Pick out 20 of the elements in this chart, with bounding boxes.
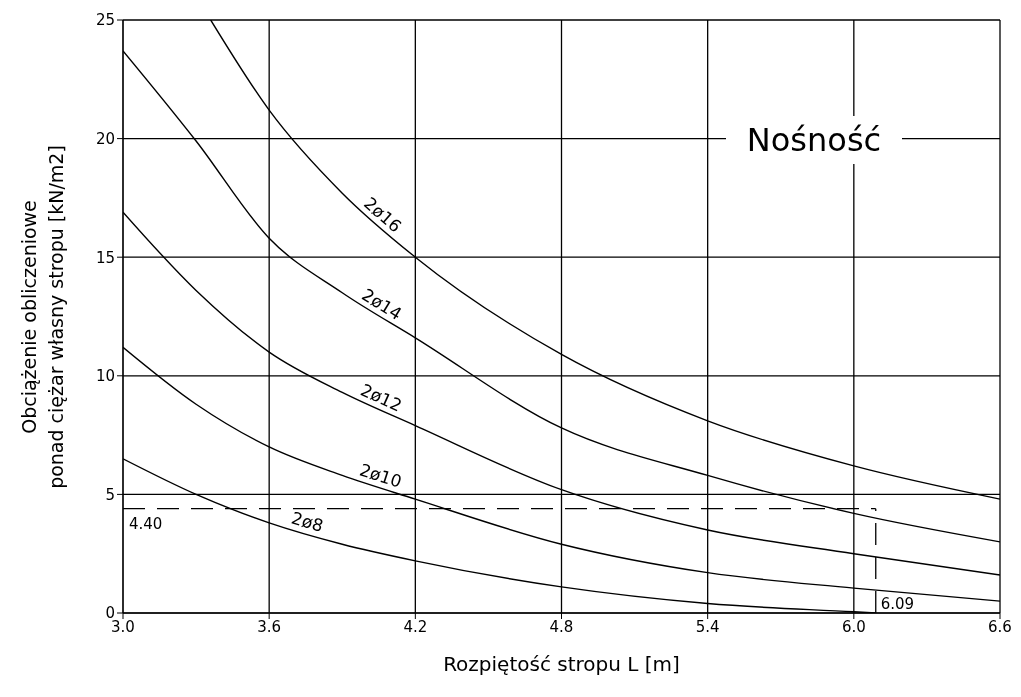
- y-tick-label: 25: [95, 11, 115, 30]
- x-tick-label: 5.4: [695, 617, 720, 636]
- text: 2ø10: [357, 459, 405, 492]
- x-tick-label: 6.6: [988, 617, 1012, 636]
- ref-line-label: 4.40: [129, 514, 163, 533]
- x-tick-label: 6.0: [841, 617, 866, 636]
- y-tick-label: 10: [95, 367, 115, 386]
- x-tick-label: 4.8: [549, 617, 574, 636]
- text: 2ø12: [357, 379, 405, 416]
- text: Nośność: [726, 116, 902, 164]
- x-tick-label: 3.6: [257, 617, 282, 636]
- y-axis-title: Obciążenie obliczeniowe ponad ciężar własny stropu [kN/m2]: [17, 144, 68, 489]
- x-axis-title: Rozpiętość stropu L [m]: [442, 652, 681, 676]
- y-tick-label: 15: [95, 248, 115, 267]
- y-tick-label: 20: [95, 129, 115, 148]
- x-tick-label: 3.0: [111, 617, 135, 636]
- text: 2ø8: [289, 507, 326, 536]
- ref-line-label: 6.09: [880, 595, 915, 613]
- y-tick-label: 5: [105, 485, 115, 504]
- x-tick-label: 4.2: [403, 617, 428, 636]
